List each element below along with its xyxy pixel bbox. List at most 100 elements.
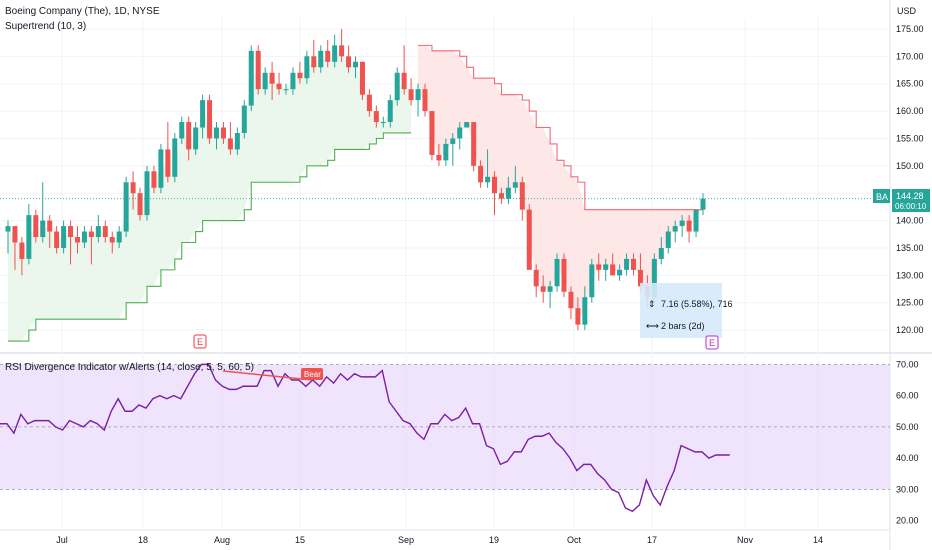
price-axis-tick: 130.00	[896, 270, 924, 280]
candle-body	[700, 198, 706, 210]
candle-body	[665, 231, 671, 248]
candle-body	[262, 72, 268, 90]
candle-body	[401, 72, 407, 90]
earnings-event-marker-upcoming[interactable]: E	[705, 335, 719, 350]
candle-body	[596, 264, 602, 270]
candle-body	[61, 226, 67, 248]
candle-body	[144, 171, 150, 216]
candle-body	[631, 258, 636, 270]
candle-body	[179, 122, 185, 139]
rsi-axis-tick: 70.00	[896, 359, 919, 369]
supertrend-up-fill	[8, 50, 412, 342]
supertrend-down-fill	[418, 45, 703, 317]
candle-body	[220, 127, 226, 139]
rsi-axis-tick: 50.00	[896, 422, 919, 432]
ticker-badge-bg	[873, 189, 890, 203]
candle-body	[95, 226, 101, 238]
candle-body	[311, 56, 317, 68]
candle-body	[33, 215, 39, 238]
last-price-badge: BA 144.28 06:00:10	[873, 189, 930, 212]
candle-body	[387, 100, 393, 123]
candle-body	[276, 83, 282, 90]
candle-body	[485, 176, 491, 183]
candle-body	[568, 291, 574, 309]
candle-body	[283, 89, 289, 91]
candle-body	[207, 100, 213, 139]
candle-body	[561, 258, 567, 292]
candle-body	[346, 56, 352, 68]
candle-body	[332, 45, 338, 62]
candle-body	[130, 182, 136, 194]
candle-body	[637, 269, 643, 287]
time-axis-tick: Aug	[214, 535, 230, 545]
candle-body	[450, 138, 456, 144]
candle-body	[603, 264, 609, 270]
candle-body	[12, 226, 18, 243]
measure-bars-text: 2 bars (2d)	[661, 321, 705, 331]
price-badge-value: 144.28	[896, 191, 924, 201]
candle-body	[436, 154, 442, 161]
price-axis-tick: 135.00	[896, 243, 924, 253]
candle-body	[505, 187, 511, 199]
supertrend-legend: Supertrend (10, 3)	[5, 21, 86, 32]
candle-body	[318, 50, 324, 68]
candle-body	[193, 127, 199, 150]
candle-body	[519, 182, 525, 210]
candle-body	[366, 94, 372, 112]
candle-body	[47, 220, 53, 232]
time-axis-tick: Oct	[567, 535, 582, 545]
time-axis-tick: 18	[138, 535, 148, 545]
candle-body	[165, 149, 171, 177]
event-marker-box	[193, 334, 207, 349]
candle-body	[554, 258, 560, 287]
candle-body	[408, 89, 414, 101]
time-axis-tick: 17	[647, 535, 657, 545]
candle-body	[679, 220, 685, 227]
candle-body	[214, 127, 219, 139]
bear-divergence-line	[222, 370, 313, 381]
supertrend-down-line	[418, 44, 703, 211]
candle-body	[547, 286, 553, 292]
symbol-title: Boeing Company (The), 1D, NYSE	[5, 6, 160, 17]
candle-body	[54, 231, 60, 248]
candle-body	[422, 89, 428, 112]
price-axis-tick: 160.00	[896, 106, 924, 116]
candle-body	[457, 127, 463, 139]
candle-body	[5, 226, 11, 232]
candle-body	[512, 182, 518, 188]
rsi-axis-tick: 60.00	[896, 391, 919, 401]
candle-body	[339, 45, 345, 57]
price-axis-tick: 170.00	[896, 51, 924, 61]
candle-body	[297, 72, 303, 79]
candle-body	[102, 226, 108, 238]
candle-body	[19, 242, 25, 259]
candle-body	[26, 215, 32, 259]
rsi-axis-tick: 20.00	[896, 516, 919, 526]
time-axis-tick: 14	[813, 535, 823, 545]
candle-body	[248, 50, 254, 106]
price-axis-tick: 120.00	[896, 325, 924, 335]
measure-tool[interactable]: ⇕ 7.16 (5.58%), 716 ⟷ 2 bars (2d)	[640, 283, 733, 338]
candle-body	[526, 209, 532, 270]
time-axis-tick: Jul	[56, 535, 68, 545]
price-badge-countdown: 06:00:10	[895, 202, 927, 211]
price-axis-tick: 175.00	[896, 24, 924, 34]
earnings-event-marker[interactable]: E	[193, 334, 207, 349]
candle-body	[443, 143, 449, 161]
candle-body	[290, 72, 296, 90]
price-axis-tick: 140.00	[896, 216, 924, 226]
candle-body	[227, 138, 233, 150]
measure-box	[640, 283, 722, 338]
candle-body	[359, 61, 365, 95]
measure-range-icon: ⇕	[648, 299, 656, 309]
candle-body	[464, 122, 470, 128]
candle-body	[582, 297, 588, 325]
time-axis-tick: Nov	[737, 535, 754, 545]
candle-body	[373, 111, 379, 123]
currency-label: USD	[897, 6, 917, 16]
candle-body	[137, 193, 143, 216]
candle-body	[651, 258, 657, 298]
candle-body	[88, 231, 94, 238]
candle-body	[186, 122, 192, 150]
